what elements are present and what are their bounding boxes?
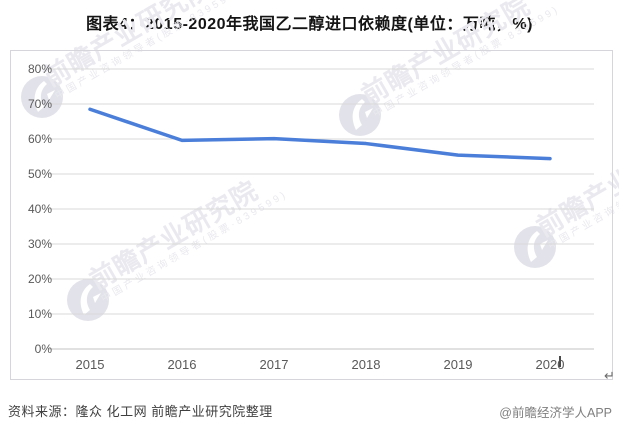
x-tick-label: 2015: [75, 357, 105, 372]
x-tick-label: 2016: [167, 357, 197, 372]
page-title: 图表4：2015-2020年我国乙二醇进口依赖度(单位：万吨，%): [86, 16, 533, 33]
y-tick-label: 80%: [27, 62, 52, 76]
paragraph-return-mark: ↵: [604, 368, 615, 383]
x-tick-label: 2017: [259, 357, 289, 372]
source-note: 资料来源：隆众 化工网 前瞻产业研究院整理: [8, 404, 273, 419]
y-tick-label: 30%: [27, 237, 52, 251]
x-tick-label: 2019: [443, 357, 473, 372]
x-tick-label: 2018: [351, 357, 381, 372]
y-tick-label: 50%: [27, 167, 52, 181]
y-tick-label: 70%: [27, 97, 52, 111]
credit-note: @前瞻经济学人APP: [499, 406, 612, 420]
y-tick-label: 40%: [27, 202, 52, 216]
line-chart[interactable]: 80% 70% 60% 50% 40% 30% 20% 10% 0% 2015 …: [10, 50, 613, 380]
text-cursor: [559, 356, 561, 367]
line-chart-svg: [49, 68, 594, 350]
x-tick-label: 2020: [535, 357, 565, 372]
y-tick-label: 60%: [27, 132, 52, 146]
y-tick-label: 20%: [27, 272, 52, 286]
y-tick-label: 10%: [27, 307, 52, 321]
y-tick-label: 0%: [34, 342, 52, 356]
